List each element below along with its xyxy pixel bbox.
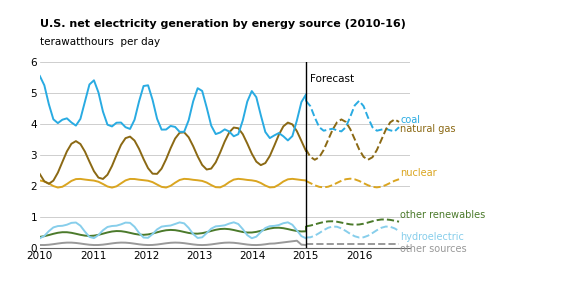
Text: coal: coal (400, 115, 420, 125)
Text: nuclear: nuclear (400, 168, 437, 178)
Text: Forecast: Forecast (310, 74, 354, 84)
Text: hydroelectric: hydroelectric (400, 232, 464, 242)
Text: other sources: other sources (400, 244, 467, 254)
Text: U.S. net electricity generation by energy source (2010-16): U.S. net electricity generation by energ… (40, 19, 406, 28)
Text: terawatthours  per day: terawatthours per day (40, 37, 160, 47)
Text: other renewables: other renewables (400, 210, 485, 220)
Text: natural gas: natural gas (400, 124, 456, 135)
